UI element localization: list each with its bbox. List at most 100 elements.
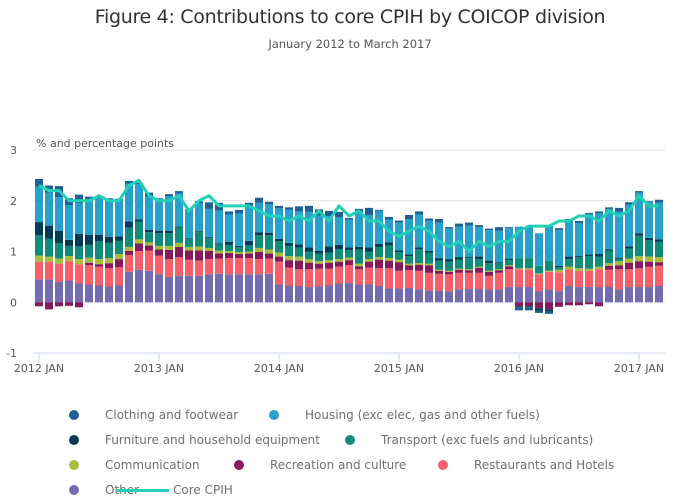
bar-segment xyxy=(55,230,63,244)
bar-segment xyxy=(235,274,243,303)
bar-segment xyxy=(405,263,413,266)
bar-segment xyxy=(395,220,403,223)
bar-segment xyxy=(255,202,263,233)
bar-segment xyxy=(415,289,423,303)
bar-segment xyxy=(375,246,383,258)
bar-segment xyxy=(515,269,523,288)
legend-item-furniture[interactable]: Furniture and household equipment xyxy=(69,433,320,447)
bar-segment xyxy=(255,259,263,275)
legend-item-recreation[interactable]: Recreation and culture xyxy=(234,458,406,472)
bar-segment xyxy=(35,222,43,236)
bar-segment xyxy=(615,289,623,303)
bar-segment xyxy=(525,302,533,307)
bar-segment xyxy=(105,236,113,243)
bar-segment xyxy=(355,263,363,267)
legend-item-clothing[interactable]: Clothing and footwear xyxy=(69,408,238,422)
bar-segment xyxy=(455,269,463,273)
bar-segment xyxy=(555,269,563,273)
bar-segment xyxy=(645,266,653,288)
bar-segment xyxy=(625,246,633,249)
bar-segment xyxy=(605,207,613,209)
bar-segment xyxy=(205,208,213,237)
bar-segment xyxy=(375,268,383,287)
bar-segment xyxy=(155,274,163,303)
legend-item-core-cpih[interactable]: Core CPIH xyxy=(117,483,233,497)
bar-segment xyxy=(575,221,583,224)
bar-segment xyxy=(265,249,273,254)
bar-segment xyxy=(235,213,243,246)
bar-segment xyxy=(615,269,623,290)
bar-segment xyxy=(405,288,413,303)
legend-item-restaurants[interactable]: Restaurants and Hotels xyxy=(438,458,614,472)
bar-segment xyxy=(355,211,363,247)
bar-segment xyxy=(545,260,553,271)
bar-segment xyxy=(585,212,593,214)
bar-segment xyxy=(315,261,323,264)
bar-segment xyxy=(225,211,233,215)
bar-segment xyxy=(155,249,163,256)
bar-segment xyxy=(455,289,463,303)
bar-segment xyxy=(505,287,513,303)
bar-segment xyxy=(345,249,353,258)
bar-segment xyxy=(145,229,153,233)
bar-segment xyxy=(185,250,193,260)
bar-segment xyxy=(125,227,133,247)
legend-dot-icon xyxy=(269,410,279,420)
bar-segment xyxy=(465,222,473,226)
bar-segment xyxy=(135,182,143,185)
bar-segment xyxy=(225,274,233,303)
bar-segment xyxy=(65,239,73,246)
legend-item-communication[interactable]: Communication xyxy=(69,458,200,472)
bar-segment xyxy=(345,282,353,303)
bar-segment xyxy=(545,225,553,261)
bar-segment xyxy=(85,262,93,266)
bar-segment xyxy=(75,264,83,284)
bar-segment xyxy=(625,202,633,205)
bar-segment xyxy=(165,196,173,231)
bar-segment xyxy=(385,242,393,246)
bar-segment xyxy=(175,275,183,303)
legend-item-transport[interactable]: Transport (exc fuels and lubricants) xyxy=(345,433,593,447)
bar-segment xyxy=(355,249,363,264)
bar-segment xyxy=(545,302,553,310)
legend-item-housing[interactable]: Housing (exc elec, gas and other fuels) xyxy=(269,408,540,422)
bar-segment xyxy=(55,197,63,231)
bar-segment xyxy=(645,237,653,241)
bar-segment xyxy=(215,258,223,274)
bar-segment xyxy=(275,208,283,239)
bar-segment xyxy=(405,256,413,264)
bar-segment xyxy=(275,241,283,253)
bar-segment xyxy=(325,252,333,261)
bar-segment xyxy=(145,242,153,246)
bar-segment xyxy=(495,269,503,271)
core-cpih-line-path xyxy=(38,178,659,253)
bar-segment xyxy=(135,221,143,240)
bar-segment xyxy=(215,250,223,254)
bar-segment xyxy=(375,209,383,211)
bar-segment xyxy=(305,262,313,270)
bar-segment xyxy=(495,263,503,270)
bar-segment xyxy=(115,236,123,241)
legend-label: Housing (exc elec, gas and other fuels) xyxy=(305,408,540,422)
bar-segment xyxy=(605,263,613,266)
bar-segment xyxy=(615,257,623,259)
bar-segment xyxy=(65,245,73,257)
bar-segment xyxy=(395,252,403,260)
bar-segment xyxy=(335,216,343,245)
bar-segment xyxy=(625,258,633,263)
bar-segment xyxy=(445,259,453,262)
bar-segment xyxy=(95,285,103,303)
bar-segment xyxy=(95,234,103,242)
bar-segment xyxy=(505,266,513,270)
legend: Clothing and footwear Housing (exc elec,… xyxy=(0,400,700,500)
bar-segment xyxy=(435,273,443,291)
bar-segment xyxy=(485,228,493,231)
bar-segment xyxy=(215,253,223,259)
bar-segment xyxy=(415,264,423,271)
legend-dot-icon xyxy=(69,485,79,495)
bar-segment xyxy=(355,246,363,250)
bar-segment xyxy=(295,247,303,257)
bar-segment xyxy=(445,274,453,292)
bar-segment xyxy=(65,261,73,281)
bar-segment xyxy=(625,262,633,270)
